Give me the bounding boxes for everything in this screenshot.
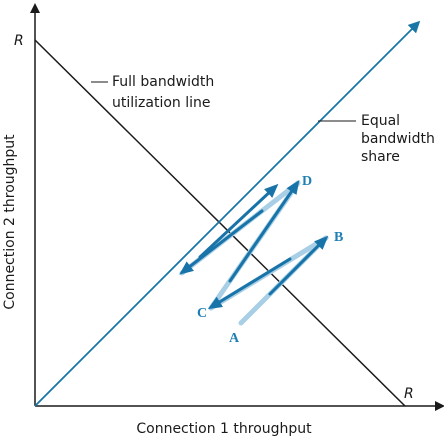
equal-line-annotation-line-3: share — [361, 149, 400, 165]
full-line-annotation-line-2: utilization line — [112, 95, 211, 111]
full-bandwidth-line — [34, 39, 406, 407]
y-axis-title: Connection 2 throughput — [2, 134, 18, 310]
point-label-d: D — [302, 174, 312, 189]
equal-line-annotation-line-2: bandwidth — [361, 131, 435, 147]
equal-line-annotation-line-1: Equal — [361, 113, 400, 129]
x-axis-max-label: R — [404, 386, 414, 402]
point-label-a: A — [229, 331, 240, 346]
equal-line-annotation: Equal bandwidth share — [361, 113, 439, 165]
arrow-to-c — [207, 257, 292, 310]
arrow-up-from-a — [268, 235, 329, 296]
full-line-annotation: Full bandwidth utilization line — [112, 74, 219, 111]
x-axis-title: Connection 1 throughput — [136, 421, 312, 437]
y-axis-max-label: R — [14, 33, 24, 49]
arrow-to-left — [179, 209, 264, 275]
point-label-b: B — [334, 230, 343, 245]
point-label-c: C — [197, 306, 207, 321]
full-line-annotation-line-1: Full bandwidth — [112, 74, 214, 90]
arrow-upper — [198, 183, 279, 259]
equal-share-line — [34, 20, 421, 407]
arrow-up-from-c — [228, 180, 300, 283]
